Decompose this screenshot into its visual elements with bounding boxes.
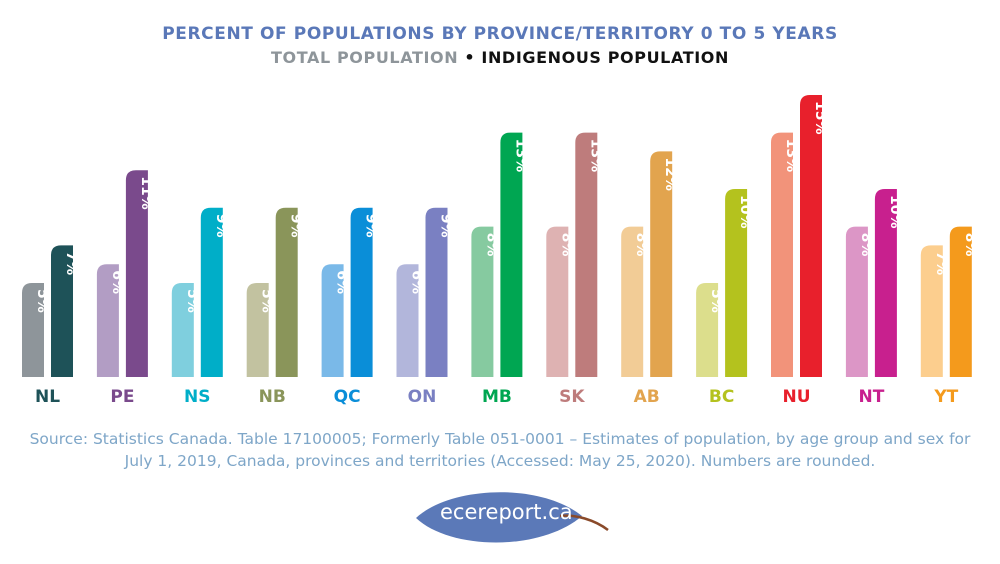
bar-nl-total xyxy=(22,283,44,377)
bar-bc-indigenous xyxy=(725,189,748,377)
logo-text: ecereport.ca xyxy=(440,500,573,524)
category-label-nb: NB xyxy=(259,387,286,407)
bar-ab-total xyxy=(621,226,644,377)
data-label-sk-total: 8% xyxy=(558,233,574,257)
category-label-yt: YT xyxy=(933,387,958,407)
data-label-ab-total: 8% xyxy=(633,233,649,257)
data-label-mb-indigenous: 13% xyxy=(512,139,528,173)
category-label-mb: MB xyxy=(482,387,512,407)
bar-yt-total xyxy=(920,245,943,377)
bar-nb-total xyxy=(246,283,269,377)
category-label-sk: SK xyxy=(559,387,585,407)
bar-nu-total xyxy=(771,132,793,377)
category-label-pe: PE xyxy=(110,387,134,407)
chart-subtitle: TOTAL POPULATION • INDIGENOUS POPULATION xyxy=(271,48,729,67)
bars-group: 5% 7% 6% 11% 5% 9% 5% 9% 6% 9% 6% 9% 8% 13% 8% 13% 8% 12%… xyxy=(22,95,978,377)
data-label-nl-indigenous: 7% xyxy=(63,251,79,275)
bar-nt-indigenous xyxy=(874,189,897,377)
bar-mb-total xyxy=(471,226,494,377)
bar-mb-indigenous xyxy=(500,132,523,377)
data-label-nu-indigenous: 15% xyxy=(812,101,828,135)
data-label-pe-indigenous: 11% xyxy=(138,176,154,210)
data-label-nb-indigenous: 9% xyxy=(288,214,304,238)
bar-ns-indigenous xyxy=(200,207,223,377)
data-label-qc-total: 6% xyxy=(334,270,350,294)
bar-sk-total xyxy=(546,226,569,377)
category-label-nl: NL xyxy=(35,387,60,407)
data-label-nu-total: 13% xyxy=(783,139,799,173)
bar-chart: PERCENT OF POPULATIONS BY PROVINCE/TERRI… xyxy=(22,24,978,407)
bar-qc-indigenous xyxy=(350,207,373,377)
bar-on-indigenous xyxy=(425,207,448,377)
chart-title: PERCENT OF POPULATIONS BY PROVINCE/TERRI… xyxy=(162,24,838,44)
category-label-nt: NT xyxy=(858,387,884,407)
data-label-nt-indigenous: 10% xyxy=(887,195,903,229)
bar-qc-total xyxy=(321,264,344,377)
category-label-ab: AB xyxy=(634,387,660,407)
data-label-ns-indigenous: 9% xyxy=(213,214,229,238)
data-label-nt-total: 8% xyxy=(858,233,874,257)
data-label-ab-indigenous: 12% xyxy=(662,157,678,191)
data-label-on-indigenous: 9% xyxy=(438,214,454,238)
category-label-ns: NS xyxy=(184,387,210,407)
bar-pe-total xyxy=(96,264,119,377)
source-note: Source: Statistics Canada. Table 1710000… xyxy=(29,430,971,470)
data-label-pe-total: 6% xyxy=(109,270,125,294)
bar-sk-indigenous xyxy=(575,132,598,377)
bar-ns-total xyxy=(171,283,194,377)
data-label-bc-indigenous: 10% xyxy=(737,195,753,229)
leaf-logo-icon xyxy=(416,492,609,543)
legend-indigenous-population: INDIGENOUS POPULATION xyxy=(481,48,729,67)
data-label-yt-indigenous: 8% xyxy=(962,233,978,257)
data-label-on-total: 6% xyxy=(409,270,425,294)
bar-nt-total xyxy=(845,226,868,377)
bar-ab-indigenous xyxy=(650,151,673,377)
category-label-bc: BC xyxy=(709,387,734,407)
bar-nu-indigenous xyxy=(800,95,822,377)
data-label-nb-total: 5% xyxy=(259,289,275,313)
bar-on-total xyxy=(396,264,419,377)
data-label-yt-total: 7% xyxy=(933,251,949,275)
data-label-qc-indigenous: 9% xyxy=(363,214,379,238)
data-label-ns-total: 5% xyxy=(184,289,200,313)
bar-nb-indigenous xyxy=(275,207,298,377)
data-label-bc-total: 5% xyxy=(708,289,724,313)
legend-total-population: TOTAL POPULATION xyxy=(271,48,458,67)
bar-bc-total xyxy=(696,283,719,377)
data-label-nl-total: 5% xyxy=(34,289,50,313)
bar-yt-indigenous xyxy=(949,226,972,377)
category-label-nu: NU xyxy=(782,387,810,407)
category-label-qc: QC xyxy=(334,387,361,407)
category-label-on: ON xyxy=(408,387,437,407)
data-label-sk-indigenous: 13% xyxy=(587,139,603,173)
bar-pe-indigenous xyxy=(125,170,148,377)
bar-nl-indigenous xyxy=(51,245,73,377)
data-label-mb-total: 8% xyxy=(483,233,499,257)
legend-separator: • xyxy=(458,48,481,67)
category-labels-group: NL PE NS NB QC ON MB SK AB BC NU NT YT xyxy=(35,387,959,407)
